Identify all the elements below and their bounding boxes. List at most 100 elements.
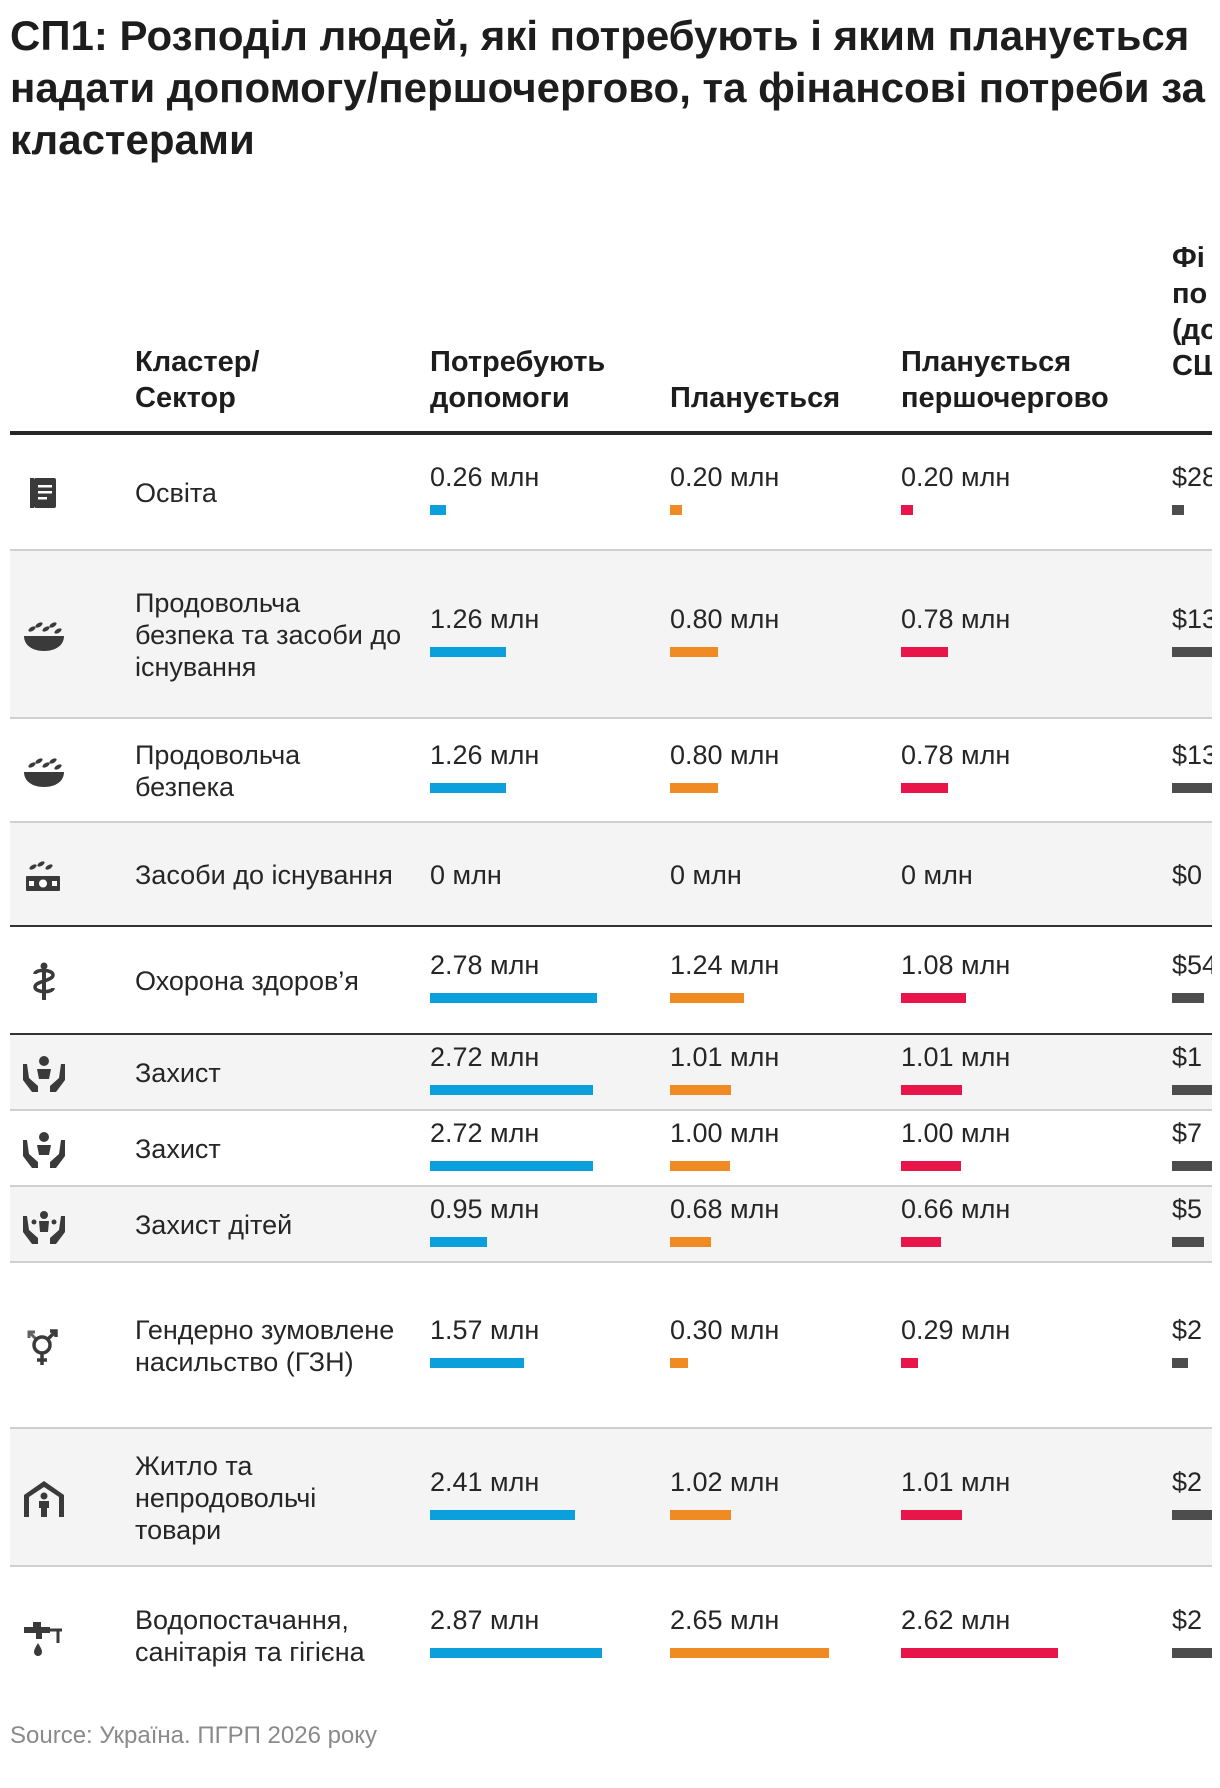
need-bar [430, 1237, 487, 1247]
plan-cell: 1.01 млн [670, 1041, 900, 1105]
plan-value: 2.65 млн [670, 1605, 780, 1635]
need-cell: 0.95 млн [430, 1193, 660, 1257]
prio-value: 1.01 млн [901, 1042, 1011, 1072]
fin-value: $13 [1172, 604, 1212, 634]
table-row: Водопостачання, санітарія та гігієна 2.87… [10, 1567, 1212, 1690]
plan-bar [670, 1237, 711, 1247]
need-cell: 1.26 млн [430, 603, 660, 667]
prio-value: 1.08 млн [901, 950, 1011, 980]
prio-value: 0.66 млн [901, 1194, 1011, 1224]
prio-value: 0.20 млн [901, 462, 1011, 492]
protection-icon [18, 1050, 70, 1096]
fin-bar [1172, 1648, 1212, 1658]
table-row: Освіта 0.26 млн 0.20 млн 0.20 млн $28 [10, 435, 1212, 551]
fin-cell: $2 [1172, 1314, 1212, 1378]
prio-cell: 0.66 млн [901, 1193, 1131, 1257]
prio-bar [901, 1161, 961, 1171]
prio-value: 1.00 млн [901, 1118, 1011, 1148]
prio-bar [901, 1085, 962, 1095]
cluster-table: Кластер/ Сектор Потребують допомоги План… [10, 240, 1212, 1690]
column-header-need-line: допомоги [430, 382, 570, 414]
prio-value: 2.62 млн [901, 1605, 1011, 1635]
need-value: 1.26 млн [430, 604, 540, 634]
plan-value: 1.01 млн [670, 1042, 780, 1072]
prio-cell: 1.00 млн [901, 1117, 1131, 1181]
prio-cell: 0.78 млн [901, 603, 1131, 667]
column-header-cluster-line: Сектор [135, 382, 236, 414]
cluster-name: Захист [135, 1058, 221, 1088]
cluster-name: Продовольча безпека [135, 740, 301, 802]
plan-bar [670, 783, 718, 793]
fin-bar [1172, 505, 1184, 515]
protection-icon [18, 1126, 70, 1172]
column-header-plan: Планується [670, 380, 840, 416]
column-header-plan-line: Планується [670, 382, 841, 414]
plan-cell: 0.80 млн [670, 739, 900, 803]
source-note: Source: Україна. ПГРП 2026 року [10, 1722, 378, 1749]
prio-value: 0 млн [901, 860, 973, 890]
fin-value: $1 [1172, 1042, 1203, 1072]
livelihoods-icon [18, 852, 70, 898]
prio-value: 0.78 млн [901, 740, 1011, 770]
cluster-name: Захист [135, 1134, 221, 1164]
row-separator [10, 717, 1212, 719]
plan-bar [670, 993, 745, 1003]
plan-cell: 0.68 млн [670, 1193, 900, 1257]
fin-value: $28 [1172, 462, 1212, 492]
prio-value: 0.78 млн [901, 604, 1011, 634]
need-value: 1.57 млн [430, 1315, 540, 1345]
column-header-fin: Фі по (до СШ [1172, 240, 1212, 384]
fin-cell: $2 [1172, 1604, 1212, 1668]
prio-bar [901, 647, 948, 657]
plan-cell: 0.30 млн [670, 1314, 900, 1378]
fin-value: $2 [1172, 1315, 1203, 1345]
fin-value: $13 [1172, 740, 1212, 770]
row-separator [10, 925, 1212, 927]
need-cell: 0 млн [430, 843, 660, 907]
column-header-prio-line: першочергово [901, 382, 1109, 414]
prio-cell: 2.62 млн [901, 1604, 1131, 1668]
column-header-cluster: Кластер/ Сектор [135, 344, 259, 416]
fin-cell: $1 [1172, 1041, 1212, 1105]
plan-cell: 0 млн [670, 843, 900, 907]
need-cell: 2.87 млн [430, 1604, 660, 1668]
column-header-cluster-line: Кластер/ [135, 346, 260, 378]
need-cell: 0.26 млн [430, 461, 660, 525]
prio-cell: 1.08 млн [901, 949, 1131, 1013]
table-row: Продовольча безпека 1.26 млн 0.80 млн 0.78 … [10, 719, 1212, 823]
cluster-name: Засоби до існування [135, 860, 393, 890]
cluster-name: Продовольча безпека та засоби до існуван… [135, 588, 402, 682]
plan-cell: 2.65 млн [670, 1604, 900, 1668]
header-rule [10, 431, 1212, 435]
prio-bar [901, 1358, 919, 1368]
need-cell: 1.57 млн [430, 1314, 660, 1378]
table-row: Захист дітей 0.95 млн 0.68 млн 0.66 млн $5 [10, 1187, 1212, 1263]
fin-value: $7 [1172, 1118, 1203, 1148]
plan-value: 1.00 млн [670, 1118, 780, 1148]
prio-bar [901, 1237, 941, 1247]
table-row: Продовольча безпека та засоби до існуван… [10, 551, 1212, 719]
plan-bar [670, 505, 682, 515]
fin-value: $54 [1172, 950, 1212, 980]
need-bar [430, 647, 506, 657]
need-value: 0.95 млн [430, 1194, 540, 1224]
fin-bar [1172, 647, 1212, 657]
prio-bar [901, 783, 948, 793]
table-row: Охорона здоров’я 2.78 млн 1.24 млн 1.08 млн… [10, 927, 1212, 1035]
row-separator [10, 821, 1212, 823]
need-value: 0.26 млн [430, 462, 540, 492]
table-row: Житло та непродовольчі товари 2.41 млн 1.0… [10, 1429, 1212, 1567]
need-bar [430, 1358, 525, 1368]
prio-value: 1.01 млн [901, 1467, 1011, 1497]
need-value: 2.72 млн [430, 1042, 540, 1072]
plan-cell: 1.24 млн [670, 949, 900, 1013]
fin-cell: $13 [1172, 739, 1212, 803]
column-header-need-line: Потребують [430, 346, 606, 378]
fin-bar [1172, 1085, 1212, 1095]
plan-value: 0.68 млн [670, 1194, 780, 1224]
row-separator [10, 549, 1212, 551]
page-title: СП1: Розподіл людей, які потребують і як… [10, 12, 1205, 163]
need-bar [430, 505, 446, 515]
fin-value: $2 [1172, 1467, 1203, 1497]
shelter-icon [18, 1475, 70, 1521]
